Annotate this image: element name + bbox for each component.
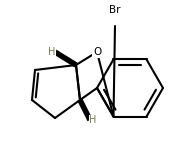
Text: Br: Br (109, 5, 121, 15)
Text: H: H (48, 47, 56, 57)
Text: H: H (89, 115, 97, 125)
Text: O: O (93, 47, 101, 57)
